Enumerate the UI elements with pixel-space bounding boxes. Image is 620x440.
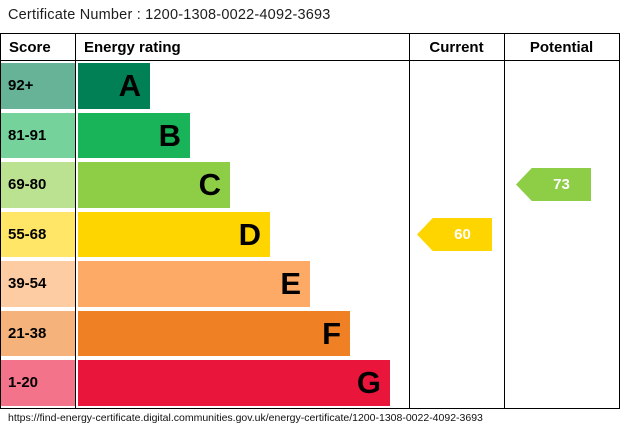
band-bar-a: A: [78, 63, 150, 109]
footer-url: https://find-energy-certificate.digital.…: [8, 412, 483, 424]
band-letter-b: B: [158, 117, 181, 153]
header-divider: [1, 60, 619, 61]
band-letter-g: G: [356, 365, 381, 401]
band-bar-c: C: [78, 162, 230, 208]
current-rating-arrow: 60: [417, 218, 492, 251]
band-bar-e: E: [78, 261, 310, 307]
band-bar-g: G: [78, 360, 390, 406]
band-row-e: 39-54 E: [1, 259, 619, 309]
column-header-current: Current: [429, 39, 484, 56]
energy-rating-graph: Score Energy rating Current Potential 92…: [0, 33, 620, 409]
band-row-g: 1-20 G: [1, 358, 619, 408]
column-header-potential: Potential: [529, 39, 594, 56]
band-row-b: 81-91 B: [1, 111, 619, 161]
band-bar-d: D: [78, 211, 270, 257]
column-header-rating: Energy rating: [84, 39, 181, 56]
band-score-e: 39-54: [1, 261, 75, 307]
certificate-number: Certificate Number : 1200-1308-0022-4092…: [8, 7, 331, 23]
potential-rating-value: 73: [553, 176, 570, 193]
current-rating-value: 60: [454, 226, 471, 243]
score-column-divider: [75, 34, 76, 408]
band-row-d: 55-68 D: [1, 210, 619, 260]
band-score-d: 55-68: [1, 211, 75, 257]
potential-column-divider: [504, 34, 505, 408]
band-bar-f: F: [78, 310, 350, 356]
band-score-c: 69-80: [1, 162, 75, 208]
band-row-c: 69-80 C: [1, 160, 619, 210]
band-score-b: 81-91: [1, 112, 75, 158]
band-row-f: 21-38 F: [1, 309, 619, 359]
band-score-g: 1-20: [1, 360, 75, 406]
band-letter-d: D: [238, 216, 261, 252]
band-letter-e: E: [280, 266, 301, 302]
column-header-score: Score: [9, 39, 51, 56]
band-letter-a: A: [118, 68, 141, 104]
current-column-divider: [409, 34, 410, 408]
band-letter-f: F: [322, 315, 341, 351]
band-score-a: 92+: [1, 63, 75, 109]
band-letter-c: C: [198, 167, 221, 203]
band-row-a: 92+ A: [1, 61, 619, 111]
band-bar-b: B: [78, 112, 190, 158]
band-score-f: 21-38: [1, 310, 75, 356]
potential-rating-arrow: 73: [516, 168, 591, 201]
